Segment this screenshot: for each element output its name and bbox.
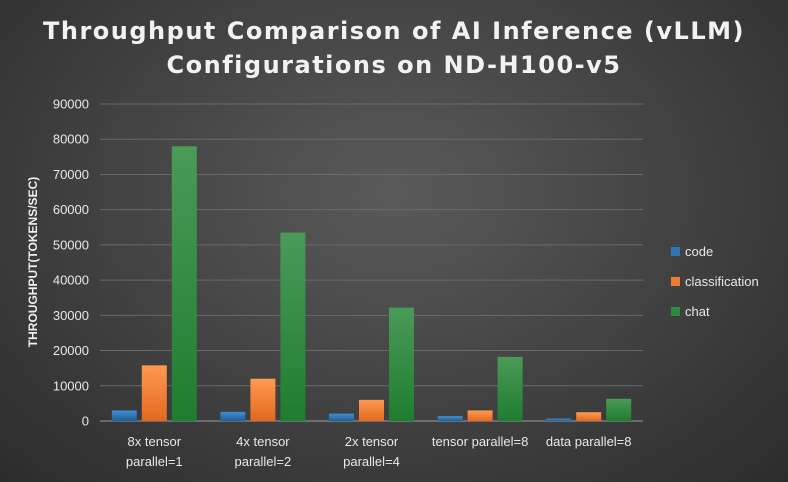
bar-classification-3 xyxy=(467,410,493,421)
y-axis-ticks: 0 10000 20000 30000 40000 50000 60000 70000 8000… xyxy=(53,97,89,429)
bar-code-3 xyxy=(437,416,463,421)
y-axis-label: THROUGHPUT(TOKENS/SEC) xyxy=(26,177,40,347)
y-tick-label: 10000 xyxy=(53,378,89,393)
chart-title-line-1: Throughput Comparison of AI Inference (v… xyxy=(43,17,745,45)
legend-label-classification: classification xyxy=(685,274,759,289)
legend-swatch-classification xyxy=(671,277,680,286)
x-category-label: tensor parallel=8 xyxy=(432,434,528,449)
y-tick-label: 20000 xyxy=(53,343,89,358)
chart-title: Throughput Comparison of AI Inference (v… xyxy=(0,14,788,82)
y-tick-label: 80000 xyxy=(53,132,89,147)
bar-code-1 xyxy=(220,411,246,421)
x-category-label: 2x tensor parallel=4 xyxy=(343,434,400,469)
bar-classification-4 xyxy=(576,412,602,421)
bar-classification-2 xyxy=(359,399,384,421)
bar-chat-1 xyxy=(280,232,306,421)
y-tick-label: 60000 xyxy=(53,202,89,217)
legend-swatch-chat xyxy=(671,307,680,316)
bar-code-4 xyxy=(546,418,572,421)
chart-title-line-2: Configurations on ND-H100-v5 xyxy=(166,51,622,79)
y-tick-label: 40000 xyxy=(53,273,89,288)
x-category-label: 8x tensor parallel=1 xyxy=(126,434,183,469)
y-tick-label: 0 xyxy=(82,414,89,429)
bar-chat-0 xyxy=(171,146,197,421)
bar-chat-2 xyxy=(389,307,414,421)
y-tick-label: 50000 xyxy=(53,237,89,252)
bars xyxy=(111,146,632,421)
bar-chat-3 xyxy=(497,356,523,421)
bar-chat-4 xyxy=(606,398,632,421)
x-category-label: data parallel=8 xyxy=(546,434,632,449)
legend-label-chat: chat xyxy=(685,304,710,319)
x-axis-categories: 8x tensor parallel=1 4x tensor parallel=2 2x… xyxy=(126,434,632,469)
y-tick-label: 90000 xyxy=(53,97,89,112)
legend: code classification chat xyxy=(671,244,759,319)
legend-swatch-code xyxy=(671,247,680,256)
bar-classification-1 xyxy=(250,378,276,421)
x-category-label: 4x tensor parallel=2 xyxy=(235,434,292,469)
bar-code-0 xyxy=(111,410,137,421)
y-tick-label: 30000 xyxy=(53,308,89,323)
legend-label-code: code xyxy=(685,244,713,259)
bar-code-2 xyxy=(329,413,354,421)
bar-classification-0 xyxy=(141,365,167,421)
y-tick-label: 70000 xyxy=(53,167,89,182)
